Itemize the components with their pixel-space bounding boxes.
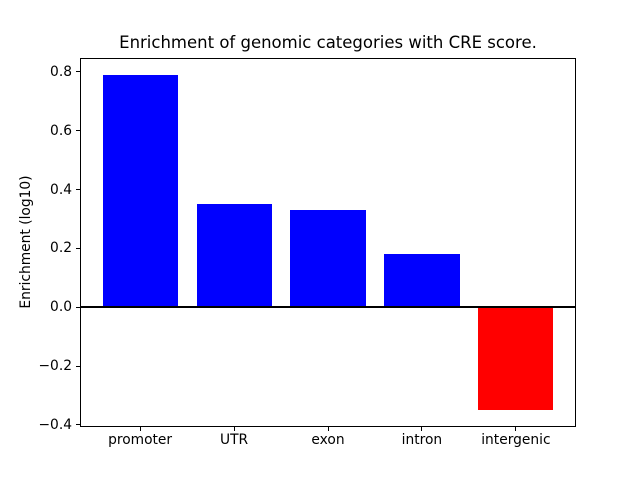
x-tick-mark (139, 427, 141, 431)
y-tick-mark (76, 247, 80, 249)
x-tick-mark (421, 427, 423, 431)
y-tick-mark (76, 189, 80, 190)
y-tick-mark (76, 365, 80, 367)
bar-exon (290, 210, 366, 308)
x-tick-label: exon (311, 432, 345, 448)
x-tick-label: intron (401, 432, 443, 448)
y-tick-label: −0.2 (38, 358, 72, 375)
bar-intron (384, 254, 460, 308)
y-tick-label: 0.4 (50, 181, 72, 198)
x-tick-mark (233, 427, 235, 431)
x-tick-label: intergenic (481, 432, 551, 448)
y-tick-label: 0.2 (50, 240, 72, 257)
y-tick-mark (76, 424, 80, 426)
y-tick-label: −0.4 (38, 416, 72, 433)
x-tick-label: promoter (108, 432, 173, 448)
plot-area (80, 58, 576, 427)
chart-title: Enrichment of genomic categories with CR… (119, 33, 537, 52)
bar-promoter (102, 74, 178, 308)
y-tick-mark (76, 130, 80, 132)
y-tick-mark (76, 306, 80, 308)
y-tick-label: 0.6 (50, 122, 72, 139)
y-tick-mark (76, 71, 80, 73)
zero-line (80, 306, 576, 309)
x-tick-mark (515, 427, 517, 431)
bar-UTR (196, 204, 272, 308)
y-tick-label: 0.8 (50, 63, 72, 80)
y-tick-label: 0.0 (50, 299, 72, 316)
x-tick-label: UTR (220, 432, 249, 448)
x-tick-mark (327, 427, 329, 431)
bar-intergenic (478, 307, 554, 411)
